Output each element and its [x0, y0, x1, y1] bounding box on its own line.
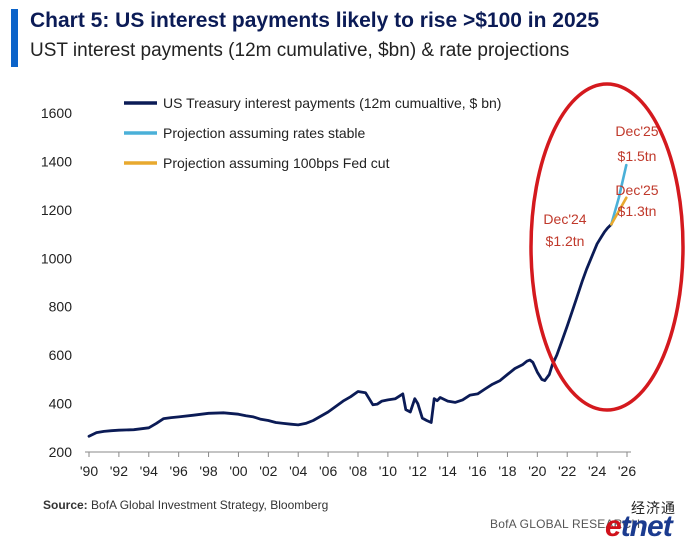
x-tick-label: '98 [199, 463, 217, 479]
watermark-logo: etnet [605, 510, 673, 544]
y-tick-label: 600 [49, 347, 73, 363]
source-text: BofA Global Investment Strategy, Bloombe… [87, 498, 329, 512]
watermark-chinese: 经济通 [631, 500, 676, 516]
y-tick-label: 1000 [41, 250, 72, 266]
y-tick-label: 1600 [41, 105, 72, 121]
x-tick-label: '20 [528, 463, 546, 479]
x-tick-label: '02 [259, 463, 277, 479]
annotation-dec25-cut-line1: Dec'25 [615, 182, 658, 198]
annotations: Dec'25 $1.5tn Dec'25 $1.3tn Dec'24 $1.2tn [543, 123, 658, 249]
annotation-dec25-stable-line2: $1.5tn [618, 148, 657, 164]
x-tick-label: '90 [80, 463, 98, 479]
x-axis: '90 '92 '94 '96 '98 '00 '02 '04 '06 '08 '10 '12 '14 '… [80, 451, 636, 479]
x-tick-label: '96 [170, 463, 188, 479]
brand-label: BofA GLOBAL RESEARCH [490, 517, 641, 531]
x-tick-label: '00 [229, 463, 247, 479]
x-tick-label: '12 [409, 463, 427, 479]
x-tick-label: '06 [319, 463, 337, 479]
annotation-dec25-stable-line1: Dec'25 [615, 123, 658, 139]
legend: US Treasury interest payments (12m cumua… [124, 95, 501, 171]
x-tick-label: '04 [289, 463, 307, 479]
highlight-circle [529, 82, 685, 412]
series-line-history [87, 223, 613, 438]
series-group [87, 163, 628, 438]
x-tick-label: '14 [439, 463, 457, 479]
y-tick-label: 1400 [41, 153, 72, 169]
legend-item-history-label: US Treasury interest payments (12m cumua… [163, 95, 501, 111]
y-tick-label: 200 [49, 444, 73, 460]
annotation-dec25-cut-line2: $1.3tn [618, 203, 657, 219]
series-line-rates-stable [610, 163, 628, 226]
x-tick-label: '16 [468, 463, 486, 479]
chart-title: Chart 5: US interest payments likely to … [30, 9, 600, 32]
x-tick-label: '10 [379, 463, 397, 479]
y-tick-label: 400 [49, 396, 73, 412]
x-tick-label: '08 [349, 463, 367, 479]
legend-item-rates-stable-label: Projection assuming rates stable [163, 125, 366, 141]
source-label: Source: [43, 498, 88, 512]
y-tick-label: 800 [49, 299, 73, 315]
x-tick-label: '92 [110, 463, 128, 479]
x-tick-label: '24 [588, 463, 606, 479]
title-accent-bar [11, 9, 18, 67]
x-tick-label: '18 [498, 463, 516, 479]
legend-item-fed-cut-label: Projection assuming 100bps Fed cut [163, 155, 390, 171]
x-tick-label: '26 [618, 463, 636, 479]
source-note: Source: BofA Global Investment Strategy,… [43, 498, 328, 512]
annotation-dec24-line1: Dec'24 [543, 211, 586, 227]
y-axis: 200 400 600 800 1000 1200 1400 1600 [41, 105, 72, 460]
annotation-dec24-line2: $1.2tn [546, 233, 585, 249]
chart-subtitle: UST interest payments (12m cumulative, $… [30, 40, 570, 61]
y-tick-label: 1200 [41, 202, 72, 218]
watermark-logo-e: e [605, 510, 622, 543]
series-line-fed-cut [610, 196, 628, 226]
x-tick-label: '94 [140, 463, 158, 479]
watermark-logo-rest: tnet [620, 510, 673, 543]
x-tick-label: '22 [558, 463, 576, 479]
